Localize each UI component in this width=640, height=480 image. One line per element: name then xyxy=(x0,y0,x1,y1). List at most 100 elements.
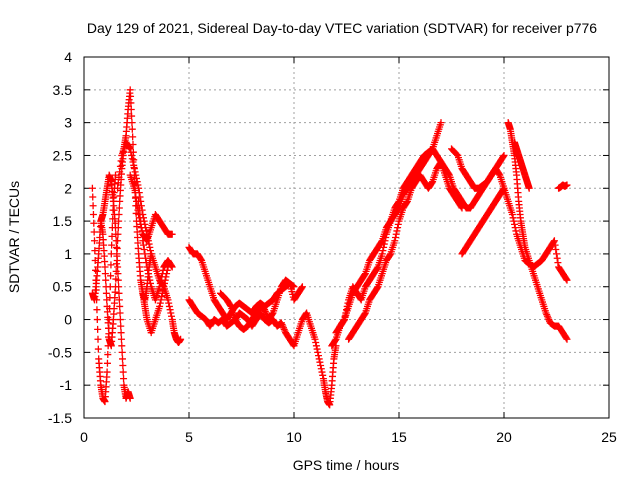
data-point xyxy=(165,302,173,310)
data-point xyxy=(298,284,306,292)
data-point xyxy=(394,224,402,232)
data-point xyxy=(128,155,136,163)
data-point xyxy=(437,119,445,127)
x-tick-label: 20 xyxy=(496,429,512,445)
x-tick-label: 5 xyxy=(185,429,193,445)
data-point xyxy=(313,345,321,353)
data-point xyxy=(131,168,139,176)
data-point xyxy=(361,310,369,318)
series-n xyxy=(448,145,508,192)
data-point xyxy=(108,232,116,240)
data-point xyxy=(90,219,98,227)
data-point xyxy=(94,335,102,343)
data-point xyxy=(145,273,153,281)
data-point xyxy=(509,214,517,222)
data-point xyxy=(143,263,151,271)
data-point xyxy=(161,276,169,284)
y-tick-label: -0.5 xyxy=(48,344,72,360)
data-point xyxy=(563,181,571,189)
x-tick-label: 15 xyxy=(391,429,407,445)
data-point xyxy=(146,276,154,284)
data-point xyxy=(103,359,111,367)
data-point xyxy=(130,165,138,173)
series-q xyxy=(511,138,533,192)
data-point xyxy=(126,86,134,94)
grid-lines xyxy=(84,57,609,418)
data-point xyxy=(163,266,171,274)
data-point xyxy=(117,322,125,330)
data-point xyxy=(545,316,553,324)
data-point xyxy=(129,133,137,141)
data-point xyxy=(512,227,520,235)
data-point xyxy=(146,243,154,251)
data-point xyxy=(101,270,109,278)
series-l xyxy=(332,145,466,337)
series-r xyxy=(555,181,571,192)
data-point xyxy=(114,179,122,187)
y-tick-label: 4 xyxy=(64,49,72,65)
y-tick-label: -1 xyxy=(60,377,73,393)
data-point xyxy=(126,144,133,152)
x-tick-label: 0 xyxy=(80,429,88,445)
series-c xyxy=(97,171,134,402)
data-points xyxy=(88,86,571,409)
data-point xyxy=(93,306,101,314)
data-point xyxy=(342,309,350,317)
data-point xyxy=(261,306,269,314)
y-tick-label: 3.5 xyxy=(53,82,73,98)
data-point xyxy=(89,202,97,210)
data-point xyxy=(126,145,134,153)
data-point xyxy=(112,237,120,245)
data-point xyxy=(137,224,145,232)
data-point xyxy=(544,314,552,322)
data-point xyxy=(164,263,172,271)
data-point xyxy=(93,316,101,324)
data-point xyxy=(394,220,402,228)
data-point xyxy=(166,306,174,314)
data-point xyxy=(278,320,286,328)
data-point xyxy=(279,322,287,330)
y-tick-label: -1.5 xyxy=(48,410,72,426)
data-point xyxy=(380,240,388,248)
data-point xyxy=(157,296,165,304)
data-point xyxy=(315,352,322,360)
data-point xyxy=(119,355,126,363)
data-point xyxy=(161,279,168,287)
data-point xyxy=(314,348,322,356)
data-point xyxy=(114,263,122,271)
data-point xyxy=(550,237,558,245)
data-point xyxy=(510,217,518,225)
axis-ticks xyxy=(83,56,610,419)
data-point xyxy=(341,312,349,320)
data-point xyxy=(262,309,270,317)
data-point xyxy=(114,270,122,278)
y-tick-label: 0 xyxy=(64,312,72,328)
data-point xyxy=(379,247,387,255)
x-tick-label: 10 xyxy=(286,429,302,445)
data-point xyxy=(280,324,287,332)
data-point xyxy=(562,334,570,342)
data-point xyxy=(343,302,351,310)
data-point xyxy=(115,289,123,297)
data-point xyxy=(113,250,121,258)
data-point xyxy=(115,204,123,212)
data-point xyxy=(226,301,234,309)
data-point xyxy=(312,342,320,350)
data-point xyxy=(164,296,172,304)
data-point xyxy=(543,311,551,319)
data-point xyxy=(101,263,109,271)
data-point xyxy=(119,361,127,369)
data-point xyxy=(132,193,140,201)
data-point xyxy=(511,220,518,228)
data-point xyxy=(128,119,136,127)
data-point xyxy=(500,151,508,159)
data-point xyxy=(361,271,369,279)
data-point xyxy=(316,358,324,366)
data-point xyxy=(102,289,110,297)
data-point xyxy=(119,368,127,376)
data-point xyxy=(495,170,503,178)
data-point xyxy=(177,335,185,343)
data-point xyxy=(551,241,559,249)
data-point xyxy=(168,312,175,320)
data-point xyxy=(135,214,143,222)
